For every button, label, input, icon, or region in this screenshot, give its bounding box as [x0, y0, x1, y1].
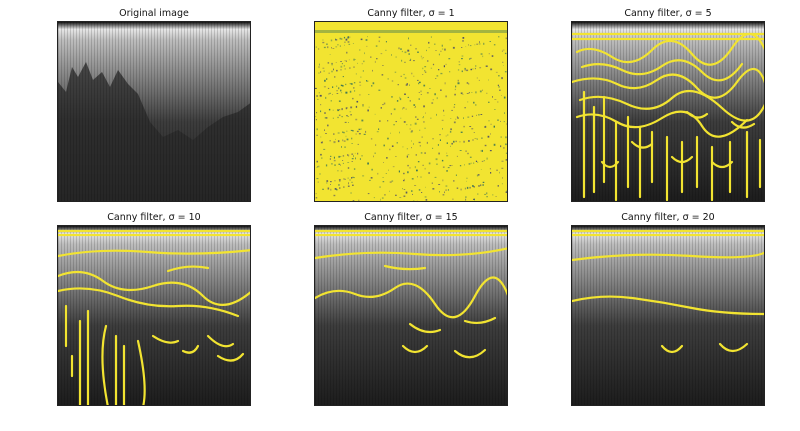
canny-image-sigma-1 [314, 21, 508, 202]
canny-image-sigma-10 [57, 225, 251, 406]
panel-title: Canny filter, σ = 5 [624, 8, 712, 19]
radar-image-original [57, 21, 251, 202]
panel-title: Canny filter, σ = 10 [107, 212, 201, 223]
panel-title: Canny filter, σ = 1 [367, 8, 455, 19]
panel-title: Canny filter, σ = 15 [364, 212, 458, 223]
canny-image-sigma-15 [314, 225, 508, 406]
canny-image-sigma-5 [571, 21, 765, 202]
panel-title: Canny filter, σ = 20 [621, 212, 715, 223]
panel-title: Original image [119, 8, 189, 19]
canny-image-sigma-20 [571, 225, 765, 406]
